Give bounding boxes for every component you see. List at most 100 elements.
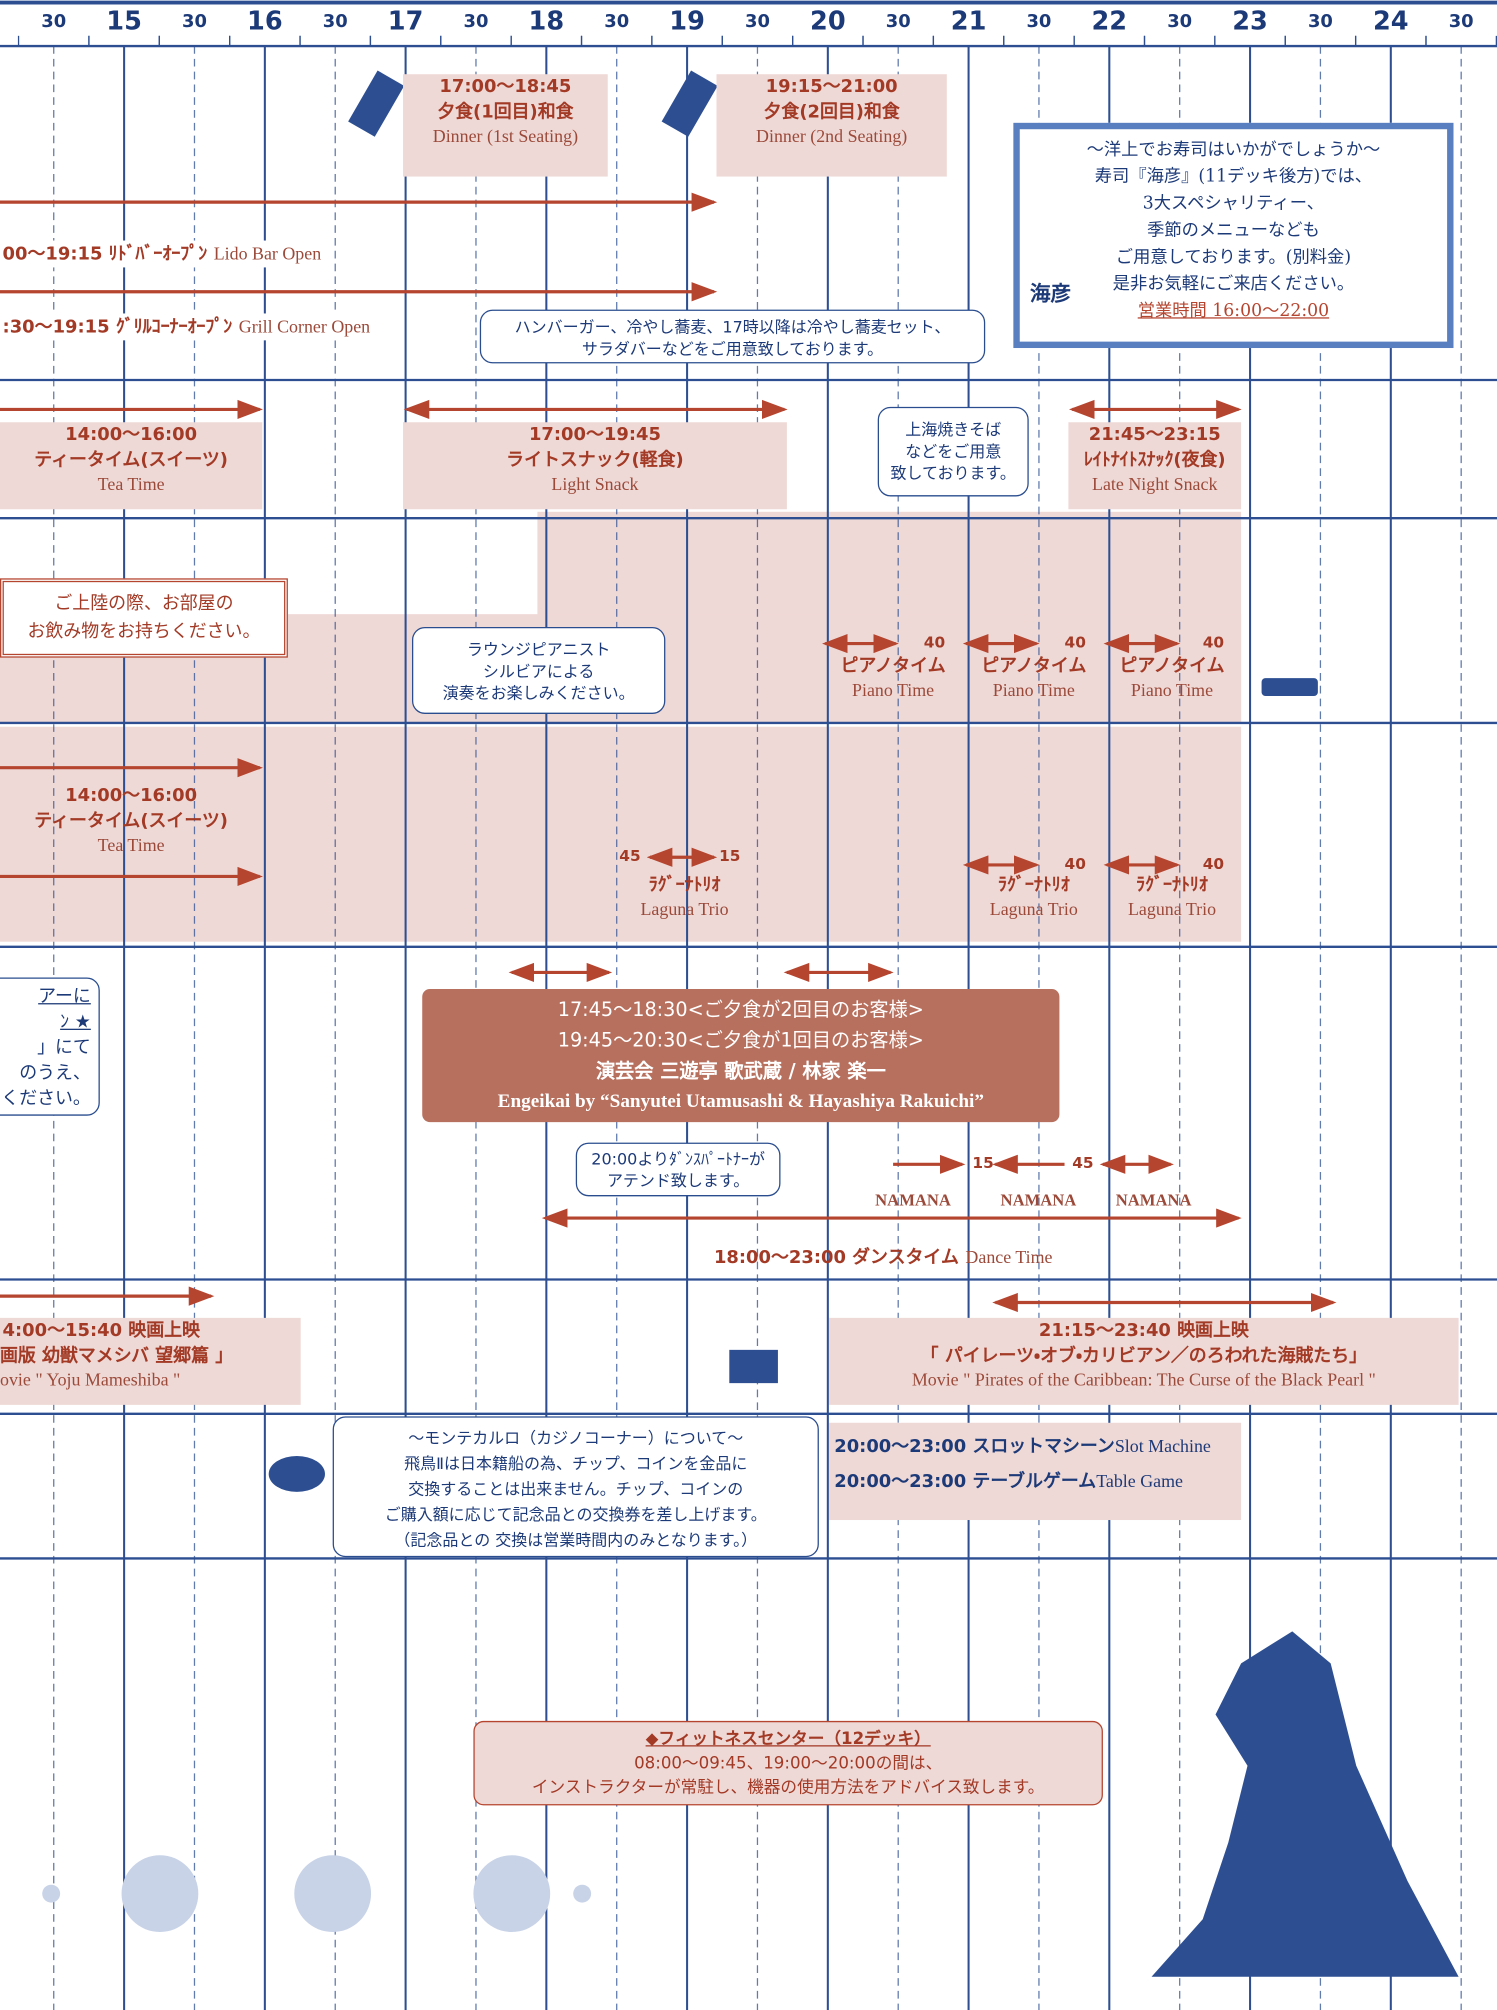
- line: ﾝ ★: [60, 1012, 91, 1033]
- arrows: [0, 192, 1337, 1313]
- icon: [661, 70, 718, 137]
- time-label: 30: [604, 11, 630, 32]
- table: 20:00～23:00 テーブルゲームTable Game: [834, 1468, 1241, 1495]
- title: ピアノタイム: [1119, 656, 1225, 677]
- laguna-2: 40 ﾗｸﾞｰﾅﾄﾘｵ Laguna Trio: [962, 855, 1105, 923]
- band: [0, 726, 1242, 942]
- tea-time-1: 14:00～16:00 ティータイム(スイーツ) Tea Time: [0, 422, 263, 510]
- casino-note: ～モンテカルロ（カジノコーナー）について～ 飛鳥Ⅱは日本籍船の為、チップ、コイン…: [332, 1416, 819, 1558]
- flower: [573, 1884, 592, 1903]
- line: サラダバーなどをご用意致しております。: [581, 339, 884, 359]
- time-label: 21: [950, 5, 987, 36]
- flower: [473, 1855, 551, 1933]
- line: 」にて: [37, 1037, 91, 1059]
- line: 是非お気軽にご来店ください。: [1112, 273, 1355, 295]
- time-label: 30: [1307, 11, 1333, 32]
- dinner-2: 19:15～21:00 夕食(2回目)和食 Dinner (2nd Seatin…: [716, 74, 947, 177]
- line: 演芸会 三遊亭 歌武蔵 / 林家 楽一: [595, 1059, 886, 1083]
- end: 15: [719, 847, 741, 865]
- minutes: 40: [1064, 633, 1086, 652]
- namana: NAMANA: [875, 1189, 951, 1210]
- title: ピアノタイム: [840, 656, 946, 677]
- time-label: 30: [885, 11, 911, 32]
- dinner-1: 17:00～18:45 夕食(1回目)和食 Dinner (1st Seatin…: [403, 74, 608, 177]
- grill: :30～19:15 ｸﾞﾘﾙｺｰﾅｰｵｰﾌﾟﾝ Grill Corner Ope…: [2, 313, 371, 341]
- line: Engeikai by “Sanyutei Utamusashi & Hayas…: [497, 1091, 984, 1112]
- title: 夕食(1回目)和食: [437, 102, 574, 123]
- piano-3: 40 ピアノタイム Piano Time: [1100, 633, 1243, 703]
- time-label: 30: [744, 11, 770, 32]
- line: 20:00よりﾀﾞﾝｽﾊﾟｰﾄﾅｰが: [591, 1148, 765, 1169]
- text: :30～19:15 ｸﾞﾘﾙｺｰﾅｰｵｰﾌﾟﾝ: [2, 317, 233, 338]
- laguna-1: 45 15 ﾗｸﾞｰﾅﾄﾘｵ Laguna Trio: [614, 847, 755, 922]
- title: 夕食(2回目)和食: [763, 102, 900, 123]
- piano-2: 40 ピアノタイム Piano Time: [962, 633, 1105, 703]
- title: ピアノタイム: [981, 656, 1087, 677]
- time-label: 30: [182, 11, 207, 32]
- text: 00～19:15 ﾘﾄﾞﾊﾞｰｵｰﾌﾟﾝ: [2, 244, 208, 265]
- line: ご購入額に応じて記念品との交換券を差し上げます。: [384, 1504, 767, 1524]
- dance: 18:00～23:00 ダンスタイム Dance Time: [714, 1244, 1053, 1271]
- time: 17:00～18:45: [439, 76, 572, 98]
- english: Laguna Trio: [989, 900, 1078, 920]
- time-label: 16: [247, 5, 283, 36]
- english: Dinner (1st Seating): [432, 127, 579, 148]
- english: Piano Time: [852, 681, 935, 702]
- english: Late Night Snack: [1092, 475, 1218, 496]
- minutes: 40: [923, 633, 946, 652]
- english: Light Snack: [551, 475, 639, 496]
- start: 45: [619, 847, 641, 865]
- line: ～洋上でお寿司はいかがでしょうか～: [1086, 139, 1381, 160]
- line: ご上陸の際、お部屋の: [54, 593, 234, 615]
- title: ﾚｲﾄﾅｲﾄｽﾅｯｸ(夜食): [1083, 450, 1226, 471]
- english: Lido Bar Open: [213, 245, 322, 265]
- line: （記念品との 交換は営業時間内のみとなります。）: [394, 1530, 758, 1550]
- landing-note: ご上陸の際、お部屋の お飲み物をお持ちください。: [0, 578, 288, 658]
- minutes: 40: [1064, 854, 1086, 873]
- time-label: 23: [1232, 5, 1268, 36]
- lido: 00～19:15 ﾘﾄﾞﾊﾞｰｵｰﾌﾟﾝ Lido Bar Open: [2, 240, 322, 268]
- title: 「 パイレーツ・オブ・カリビアン／のろわれた海賊たち」: [920, 1346, 1368, 1367]
- time: 20:00～23:00 テーブルゲーム: [834, 1471, 1097, 1492]
- flower: [42, 1884, 61, 1903]
- time: 14:00～16:00: [65, 785, 198, 807]
- time-label: 18: [528, 5, 565, 36]
- time-label: 30: [1026, 11, 1052, 32]
- line: お飲み物をお持ちください。: [27, 621, 261, 643]
- flower: [294, 1855, 372, 1933]
- title: ◆フィットネスセンター（12デッキ）: [645, 1729, 931, 1750]
- line: 08:00～09:45、19:00～20:00の間は、: [634, 1754, 943, 1774]
- minutes: 40: [1202, 854, 1225, 873]
- namana: NAMANA: [1115, 1189, 1192, 1210]
- title: ﾗｸﾞｰﾅﾄﾘｵ: [998, 875, 1070, 896]
- english: Piano Time: [992, 681, 1075, 702]
- english: Slot Machine: [1114, 1438, 1211, 1458]
- time: 21:15～23:40 映画上映: [1038, 1320, 1249, 1341]
- time: 4:00～15:40 映画上映: [2, 1320, 200, 1341]
- movie-2: 21:15～23:40 映画上映 「 パイレーツ・オブ・カリビアン／のろわれた海…: [829, 1317, 1459, 1405]
- laguna-3: 40 ﾗｸﾞｰﾅﾄﾘｵ Laguna Trio: [1100, 855, 1243, 923]
- interval: 45: [1072, 1154, 1094, 1173]
- hours: 営業時間 16:00～22:00: [1137, 300, 1330, 322]
- english: Laguna Trio: [640, 900, 729, 920]
- movie-1: 4:00～15:40 映画上映 画版 幼獣マメシバ 望郷篇 」 ovie " Y…: [0, 1317, 301, 1405]
- grill-note: ハンバーガー、冷やし蕎麦、17時以降は冷やし蕎麦セット、 サラダバーなどをご用意…: [479, 309, 986, 364]
- line: 致しております。: [890, 463, 1016, 483]
- line: アーに: [38, 986, 91, 1007]
- time-label: 20: [810, 5, 846, 36]
- line: ください。: [1, 1088, 91, 1110]
- slot: 20:00～23:00 スロットマシーンSlot Machine: [834, 1433, 1241, 1460]
- time-label: 15: [106, 5, 142, 36]
- english: Grill Corner Open: [238, 318, 371, 338]
- time-label: 19: [669, 5, 705, 36]
- light-snack: 17:00～19:45 ライトスナック(軽食) Light Snack: [403, 422, 787, 510]
- namana: NAMANA: [1000, 1189, 1077, 1210]
- interval: 15: [972, 1154, 994, 1173]
- engeikai: 17:45～18:30<ご夕食が2回目のお客様> 19:45～20:30<ご夕食…: [422, 989, 1060, 1123]
- sushi: ～洋上でお寿司はいかがでしょうか～ 寿司『海彦』(11デッキ後方)では、 3大ス…: [1013, 122, 1454, 349]
- tea-time-2: 14:00～16:00 ティータイム(スイーツ) Tea Time: [0, 783, 262, 858]
- piano-1: 40 ピアノタイム Piano Time: [821, 633, 964, 703]
